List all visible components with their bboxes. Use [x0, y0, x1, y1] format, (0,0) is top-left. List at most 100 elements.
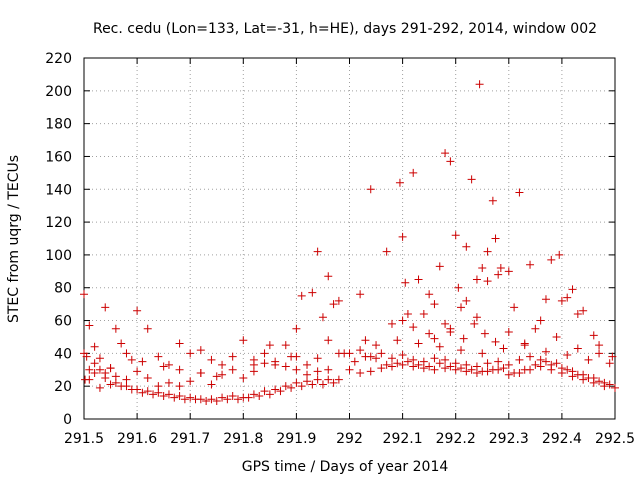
data-point — [541, 347, 550, 356]
data-point — [547, 360, 556, 369]
data-point — [425, 362, 434, 371]
y-tick-label: 80 — [54, 281, 72, 297]
data-point — [441, 149, 450, 158]
data-point — [568, 367, 577, 376]
data-point — [207, 380, 216, 389]
data-point — [552, 332, 561, 341]
data-point — [149, 390, 158, 399]
data-point — [555, 250, 564, 259]
data-point — [159, 392, 168, 401]
x-tick-label: 291.8 — [223, 431, 263, 447]
data-point — [292, 324, 301, 333]
data-point — [541, 295, 550, 304]
data-point — [85, 365, 94, 374]
x-tick-label: 292.2 — [436, 431, 476, 447]
data-point — [271, 385, 280, 394]
data-point — [401, 278, 410, 287]
data-point — [186, 393, 195, 402]
data-point — [228, 392, 237, 401]
data-point — [475, 80, 484, 89]
data-point — [255, 392, 264, 401]
data-point — [526, 352, 535, 361]
data-point — [441, 319, 450, 328]
data-point — [318, 380, 327, 389]
x-tick-label: 292.5 — [595, 431, 635, 447]
data-point — [526, 260, 535, 269]
data-point — [372, 354, 381, 363]
data-point — [239, 336, 248, 345]
data-point — [541, 357, 550, 366]
data-point — [249, 390, 258, 399]
data-point — [95, 354, 104, 363]
data-point — [409, 323, 418, 332]
data-point — [536, 355, 545, 364]
data-point — [480, 329, 489, 338]
data-point — [488, 365, 497, 374]
data-point — [499, 364, 508, 373]
data-point — [499, 344, 508, 353]
data-point — [557, 364, 566, 373]
data-point — [382, 247, 391, 256]
data-point — [611, 383, 619, 392]
data-point — [276, 387, 285, 396]
data-point — [111, 324, 120, 333]
data-point — [143, 324, 152, 333]
data-point — [356, 369, 365, 378]
data-point — [472, 313, 481, 322]
data-points — [80, 80, 619, 405]
data-point — [504, 328, 513, 337]
data-point — [101, 373, 110, 382]
data-point — [218, 360, 227, 369]
data-point — [573, 309, 582, 318]
data-point — [446, 362, 455, 371]
y-tick-label: 200 — [45, 84, 72, 100]
data-point — [233, 395, 242, 404]
data-point — [95, 383, 104, 392]
data-point — [510, 303, 519, 312]
data-point — [154, 388, 163, 397]
data-point — [515, 188, 524, 197]
data-point — [478, 349, 487, 358]
data-point — [563, 365, 572, 374]
data-point — [154, 352, 163, 361]
data-point — [164, 360, 173, 369]
data-point — [472, 362, 481, 371]
data-point — [563, 293, 572, 302]
data-point — [345, 365, 354, 374]
data-point — [462, 360, 471, 369]
data-point — [520, 365, 529, 374]
data-point — [324, 365, 333, 374]
data-point — [584, 355, 593, 364]
data-point — [430, 365, 439, 374]
data-point — [478, 367, 487, 376]
data-point — [313, 247, 322, 256]
data-point — [470, 319, 479, 328]
data-point — [133, 306, 142, 315]
data-point — [85, 321, 94, 330]
data-point — [117, 339, 126, 348]
data-point — [175, 339, 184, 348]
data-point — [90, 369, 99, 378]
data-point — [531, 324, 540, 333]
data-point — [80, 290, 88, 299]
data-point — [170, 393, 179, 402]
data-point — [265, 341, 274, 350]
data-point — [446, 328, 455, 337]
data-point — [494, 270, 503, 279]
data-point — [398, 360, 407, 369]
data-point — [207, 355, 216, 364]
data-point — [419, 309, 428, 318]
data-point — [600, 378, 609, 387]
data-point — [101, 303, 110, 312]
data-point — [260, 359, 269, 368]
data-point — [409, 168, 418, 177]
data-point — [143, 387, 152, 396]
data-point — [271, 360, 280, 369]
data-point — [441, 364, 450, 373]
data-point — [504, 360, 513, 369]
data-point — [387, 362, 396, 371]
data-point — [446, 157, 455, 166]
y-tick-label: 220 — [45, 51, 72, 67]
data-point — [324, 272, 333, 281]
